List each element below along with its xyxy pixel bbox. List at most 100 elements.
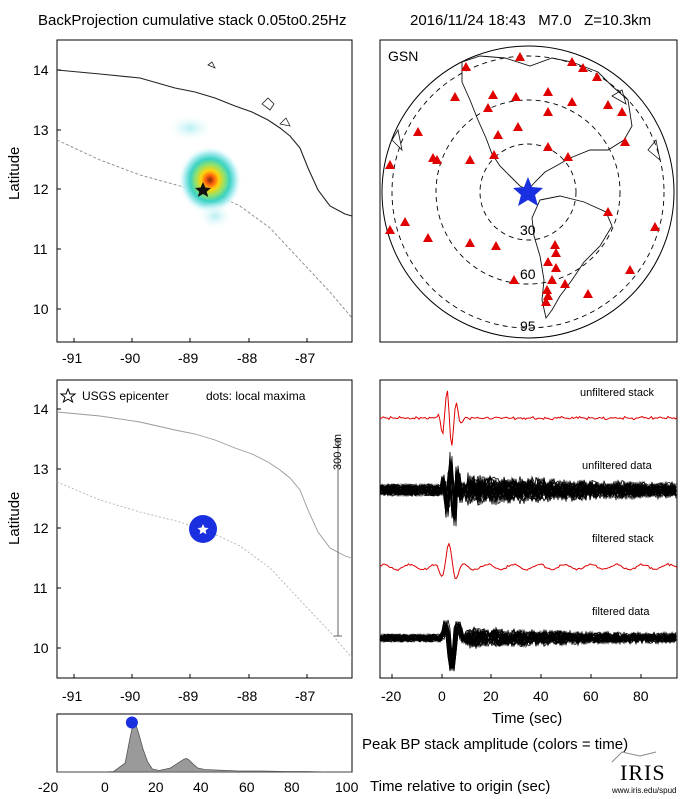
scale-bar: [334, 439, 342, 637]
station-triangle: [543, 291, 553, 300]
distance-ring-95: [391, 55, 665, 329]
event-magnitude: M7.0: [538, 12, 572, 29]
filtered-data-traces: [379, 619, 677, 672]
bottom-xtick-89: -89: [178, 688, 199, 704]
heat-halo-north: [166, 114, 214, 142]
seismogram-trace: [379, 624, 677, 668]
traces-xlabel: Time (sec): [492, 710, 563, 727]
station-triangle: [567, 97, 577, 106]
traces-xticks: [391, 674, 642, 678]
bottom-xtick-90: -90: [120, 688, 141, 704]
bottom-ytick-13: 13: [33, 461, 49, 477]
station-triangle: [461, 62, 471, 71]
top-ytick-13: 13: [33, 122, 49, 138]
bottom-xtick-87: -87: [295, 688, 316, 704]
bottom-trench-line: [56, 481, 353, 659]
station-triangle: [423, 233, 433, 242]
top-xtick-90: -90: [120, 350, 141, 366]
bottom-map-ticks: [57, 408, 308, 678]
station-triangle: [413, 127, 423, 136]
station-triangle: [543, 142, 553, 151]
peak-amplitude-area: [57, 723, 352, 773]
backprojection-heat: [178, 146, 242, 214]
station-triangle: [541, 297, 551, 306]
station-triangle: [543, 107, 553, 116]
station-triangle: [493, 130, 503, 139]
top-xtick-87: -87: [295, 350, 316, 366]
trace-xtick-20: 20: [483, 688, 499, 704]
top-ytick-12: 12: [33, 181, 49, 197]
top-xtick-91: -91: [62, 350, 83, 366]
bottom-coastline: [56, 411, 353, 559]
station-triangle: [592, 72, 602, 81]
top-epicenter-star: [195, 182, 211, 197]
peak-xtick-100: 100: [335, 779, 359, 795]
station-triangle: [620, 137, 630, 146]
bottom-ytick-10: 10: [33, 640, 49, 656]
iris-logo: [611, 751, 657, 763]
station-triangle: [491, 241, 501, 250]
peak-xtick-m20: -20: [38, 779, 59, 795]
ring-label-60: 60: [520, 266, 536, 282]
station-triangle: [563, 152, 573, 161]
globe-outline: [381, 45, 675, 339]
scale-bar-label: 300 km: [332, 433, 344, 470]
station-triangle: [488, 90, 498, 99]
top-coastline: [56, 69, 353, 217]
trace-xtick-40: 40: [533, 688, 549, 704]
globe-epicenter-star: [513, 177, 543, 206]
station-triangle: [543, 87, 553, 96]
network-label: GSN: [388, 48, 419, 64]
station-triangle: [567, 57, 577, 66]
label-filtered-data: filtered data: [592, 606, 650, 618]
top-ytick-11: 11: [33, 241, 48, 257]
seismogram-trace: [379, 621, 677, 667]
bottom-xtick-91: -91: [62, 688, 83, 704]
legend-epicenter-label: USGS epicenter: [82, 389, 169, 403]
peak-xtick-40: 40: [193, 779, 209, 795]
station-triangle: [489, 150, 499, 159]
bottom-ytick-11: 11: [33, 580, 48, 596]
heat-halo-south: [197, 202, 233, 230]
top-ytick-14: 14: [33, 62, 49, 78]
trace-xtick-0: 0: [438, 688, 446, 704]
station-triangle: [483, 103, 493, 112]
label-filtered-stack: filtered stack: [592, 533, 654, 545]
station-triangle: [551, 248, 561, 257]
seismogram-trace: [379, 462, 677, 524]
legend-dots-label: dots: local maxima: [206, 389, 306, 403]
peak-xtick-20: 20: [148, 779, 164, 795]
ring-label-95: 95: [520, 318, 536, 334]
station-triangle: [578, 63, 588, 72]
station-triangle: [542, 285, 552, 294]
station-triangle: [625, 265, 635, 274]
event-datetime: 2016/11/24 18:43: [410, 12, 526, 29]
unfiltered-stack-trace: [379, 390, 678, 446]
station-triangle: [511, 92, 521, 101]
station-triangle: [450, 92, 460, 101]
station-triangle: [617, 107, 627, 116]
peak-xtick-0: 0: [101, 779, 109, 795]
station-triangle: [513, 122, 523, 131]
peak-amplitude-dot: [125, 716, 138, 729]
station-triangle: [465, 155, 475, 164]
bottom-map-panel: [56, 379, 353, 679]
peak-frame: [56, 713, 353, 773]
seismogram-trace: [379, 621, 677, 671]
peak-xlabel: Time relative to origin (sec): [370, 778, 551, 795]
peak-panel: [56, 713, 353, 773]
traces-frame: [379, 379, 678, 679]
peak-caption: Peak BP stack amplitude (colors = time): [362, 736, 629, 753]
station-triangle: [432, 155, 442, 164]
station-triangle: [543, 257, 553, 266]
station-triangle: [385, 160, 395, 169]
distance-ring-60: [435, 99, 621, 285]
top-xtick-88: -88: [237, 350, 258, 366]
station-triangle: [603, 207, 613, 216]
station-triangle: [547, 275, 557, 284]
event-depth: Z=10.3km: [584, 12, 652, 29]
top-map-ylabel: Latitude: [6, 146, 23, 200]
figure-title: BackProjection cumulative stack 0.05to0.…: [38, 12, 347, 29]
bottom-epicenter-star: [197, 524, 209, 535]
peak-xtick-60: 60: [239, 779, 255, 795]
